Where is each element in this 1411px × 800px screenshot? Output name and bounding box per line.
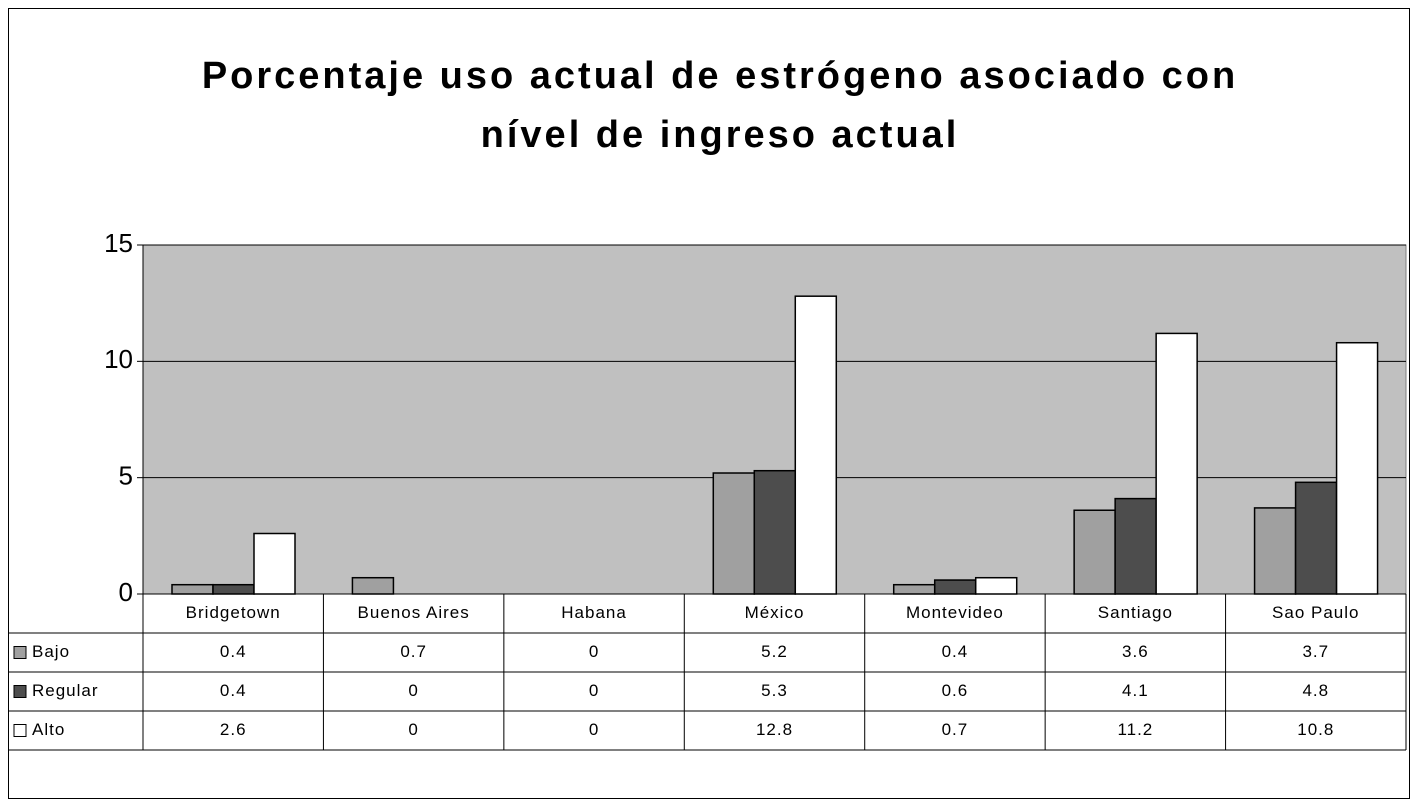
- table-value: 12.8: [756, 720, 793, 739]
- legend-label: Alto: [32, 720, 65, 739]
- x-tick-label: Buenos Aires: [358, 603, 470, 622]
- y-tick-label: 5: [119, 461, 133, 491]
- table-value: 3.6: [1122, 642, 1149, 661]
- table-value: 4.1: [1122, 681, 1149, 700]
- y-tick-label: 15: [104, 228, 133, 258]
- legend-label: Bajo: [32, 642, 70, 661]
- x-tick-label: Habana: [561, 603, 627, 622]
- legend-label: Regular: [32, 681, 99, 700]
- bar: [212, 583, 255, 595]
- table-value: 2.6: [220, 720, 247, 739]
- table-value: 0.6: [942, 681, 969, 700]
- table-value: 0: [589, 720, 599, 739]
- legend-swatch: [13, 685, 27, 698]
- x-tick-label: Montevideo: [906, 603, 1004, 622]
- bar: [892, 583, 936, 595]
- table-value: 11.2: [1117, 720, 1153, 739]
- table-value: 0.7: [400, 642, 427, 661]
- bar: [712, 472, 756, 595]
- bar: [1073, 509, 1116, 595]
- legend-swatch: [13, 646, 27, 659]
- bar: [1335, 341, 1379, 595]
- chart-title: Porcentaje uso actual de estrógeno asoci…: [202, 55, 1238, 97]
- table-value: 4.8: [1302, 681, 1329, 700]
- table-value: 3.7: [1302, 642, 1329, 661]
- bar: [1253, 507, 1297, 595]
- bar: [974, 576, 1018, 595]
- x-tick-label: Santiago: [1098, 603, 1173, 622]
- table-value: 0: [589, 642, 599, 661]
- y-tick-label: 0: [119, 577, 133, 607]
- legend-swatch: [13, 724, 27, 737]
- bar: [171, 583, 214, 595]
- x-tick-label: Sao Paulo: [1272, 603, 1359, 622]
- bar: [794, 295, 838, 595]
- bar: [1155, 332, 1198, 595]
- bar: [253, 532, 296, 595]
- y-tick-label: 10: [104, 344, 133, 374]
- bar: [351, 576, 395, 595]
- chart-title: nível de ingreso actual: [481, 114, 960, 156]
- bar: [753, 469, 797, 595]
- x-tick-label: México: [745, 603, 805, 622]
- table-value: 0: [589, 681, 599, 700]
- bar: [933, 579, 977, 595]
- table-value: 0: [408, 720, 418, 739]
- x-tick-label: Bridgetown: [186, 603, 281, 622]
- table-value: 0.4: [942, 642, 969, 661]
- table-value: 0: [408, 681, 418, 700]
- table-value: 0.4: [220, 642, 247, 661]
- table-value: 0.7: [942, 720, 969, 739]
- bar: [1114, 497, 1157, 595]
- table-value: 10.8: [1297, 720, 1334, 739]
- bar: [1294, 481, 1338, 595]
- table-value: 5.3: [761, 681, 788, 700]
- table-value: 5.2: [761, 642, 788, 661]
- table-value: 0.4: [220, 681, 247, 700]
